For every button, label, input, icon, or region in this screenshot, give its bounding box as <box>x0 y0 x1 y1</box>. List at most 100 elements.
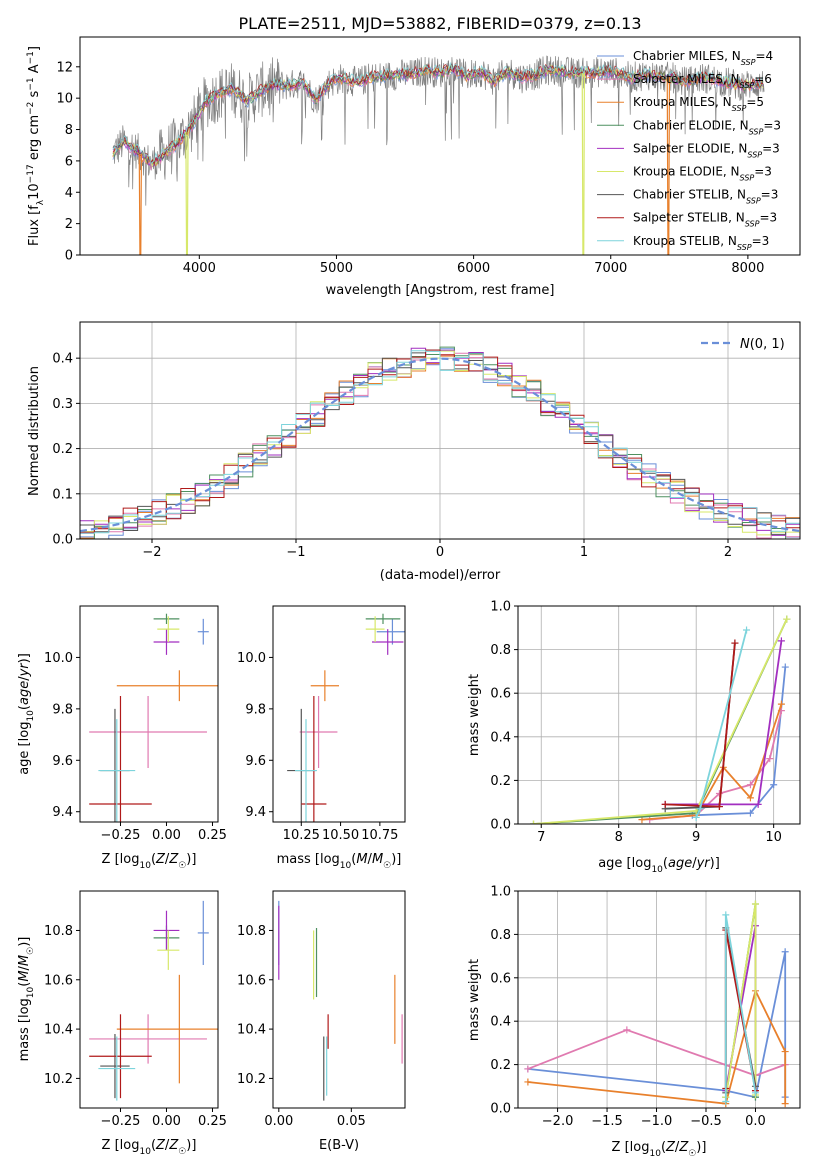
masked-region-line <box>581 73 586 255</box>
label-part: )] <box>186 1138 196 1153</box>
legend-label-part: SSP <box>741 58 756 67</box>
plot-area <box>524 900 789 1108</box>
x-tick-label: 10.25 <box>283 828 320 843</box>
weight-marker <box>722 911 730 919</box>
label-part: 10 <box>27 183 42 200</box>
label-part: Z <box>155 852 166 867</box>
legend-label: Kroupa STELIB, NSSP=3 <box>633 234 769 252</box>
normal-curve <box>80 357 800 533</box>
label-part: mass [log <box>277 852 340 867</box>
weight-marker <box>529 820 537 824</box>
label-part: ] <box>27 46 42 51</box>
axes-frame <box>272 605 406 823</box>
x-tick-label: 5000 <box>320 261 353 276</box>
x-axis-label: E(B-V) <box>319 1138 359 1153</box>
plot-area <box>89 613 218 822</box>
y-tick-label: 1.0 <box>490 885 511 900</box>
label-part: A <box>27 64 42 77</box>
plot-area <box>529 615 791 824</box>
label-part: yr <box>696 856 712 871</box>
label-part: −17 <box>26 164 36 183</box>
y-tick-label: 2 <box>65 217 73 232</box>
label-part: Z <box>678 1140 689 1155</box>
weight-marker <box>715 803 723 811</box>
label-part: 10 <box>139 1147 151 1157</box>
legend-label: Kroupa ELODIE, NSSP=3 <box>633 165 772 183</box>
x-tick-label: 8000 <box>731 261 764 276</box>
legend-label-part: SSP <box>740 81 755 90</box>
weight-line <box>665 643 736 808</box>
y-tick-label: 9.6 <box>52 754 73 769</box>
label-part: erg cm <box>27 115 42 164</box>
legend-label-part: Kroupa ELODIE, N <box>633 165 740 179</box>
label-part: )] <box>391 852 401 867</box>
label-part: 10 <box>649 1149 661 1159</box>
x-axis-label: (data-model)/error <box>380 568 501 583</box>
weight-marker <box>746 794 754 802</box>
legend-label-part: SSP <box>747 150 762 159</box>
label-part: M <box>17 955 32 966</box>
label-part: 10 <box>26 710 36 722</box>
y-tick-label: 10.2 <box>44 1072 73 1087</box>
weight-line <box>692 666 787 817</box>
axes-Z-weight: −2.0 −1.5 −1.0 −0.5 0.0 0.0 0.2 0.4 0.6 0.8 1.0 Z [… <box>467 885 801 1159</box>
x-tick-label: −2 <box>142 545 161 560</box>
weight-marker <box>746 781 754 789</box>
plot-area <box>89 900 218 1101</box>
y-axis-label: mass weight <box>467 959 482 1041</box>
label-part: )] <box>696 1140 706 1155</box>
y-tick-label: 10.8 <box>44 924 73 939</box>
axes-spectrum: 4000 5000 6000 7000 8000 0 2 4 6 8 10 12 Chabrier MI… <box>26 36 801 298</box>
label-part: Z <box>168 1138 179 1153</box>
label-part: M <box>356 852 367 867</box>
weight-marker <box>722 1097 730 1105</box>
label-part: λ <box>36 199 46 205</box>
label-part: N <box>740 337 750 352</box>
plot-area <box>80 346 800 539</box>
y-tick-label: 4 <box>65 186 73 201</box>
x-tick-label: 7000 <box>594 261 627 276</box>
x-tick-label: 0.05 <box>337 1114 366 1129</box>
model-spectrum <box>112 61 764 165</box>
y-tick-label: 0.0 <box>490 1102 511 1117</box>
x-tick-label: 0.00 <box>152 1114 181 1129</box>
label-part: )] <box>710 856 720 871</box>
label-part: mass [log <box>17 998 32 1061</box>
legend-label: Chabrier STELIB, NSSP=3 <box>633 188 778 206</box>
axes-ebv-mass: 0.00 0.05 10.2 10.4 10.6 10.8 E(B-V) <box>237 890 406 1153</box>
legend-label-part: =3 <box>762 141 780 155</box>
model-spectrum <box>112 62 764 166</box>
y-tick-label: 0.6 <box>490 687 511 702</box>
x-axis-label: Z [log10(Z/Z☉)] <box>102 852 197 871</box>
legend-label-part: =3 <box>761 188 779 202</box>
y-tick-label: 9.6 <box>245 754 266 769</box>
label-part: )] <box>17 653 32 663</box>
y-tick-label: 0.2 <box>52 442 73 457</box>
axes-frame <box>79 890 219 1109</box>
legend-label-part: Kroupa MILES, N <box>633 95 732 109</box>
label-part: Z [log <box>102 852 140 867</box>
model-spectrum <box>112 64 764 168</box>
legend-label-part: SSP <box>745 219 760 228</box>
x-tick-label: 7 <box>537 830 545 845</box>
label-part: Flux [f <box>27 205 42 246</box>
masked-region-line <box>138 153 143 255</box>
x-tick-label: 0.25 <box>198 828 227 843</box>
axes-frame <box>517 890 801 1109</box>
label-part: 10 <box>651 865 663 875</box>
weight-marker <box>731 639 739 647</box>
weight-line <box>527 1028 786 1077</box>
legend-label-part: Salpeter MILES, N <box>633 72 740 86</box>
label-part: ( <box>17 982 32 987</box>
x-tick-label: 10 <box>765 830 782 845</box>
axes-frame <box>272 890 406 1109</box>
label-part: )] <box>186 852 196 867</box>
plot-area <box>278 900 403 1101</box>
label-part: ☉ <box>178 1147 186 1157</box>
weight-marker <box>781 1100 789 1108</box>
label-part: age <box>17 681 32 705</box>
y-tick-label: 9.8 <box>52 702 73 717</box>
weight-marker <box>524 1078 532 1086</box>
